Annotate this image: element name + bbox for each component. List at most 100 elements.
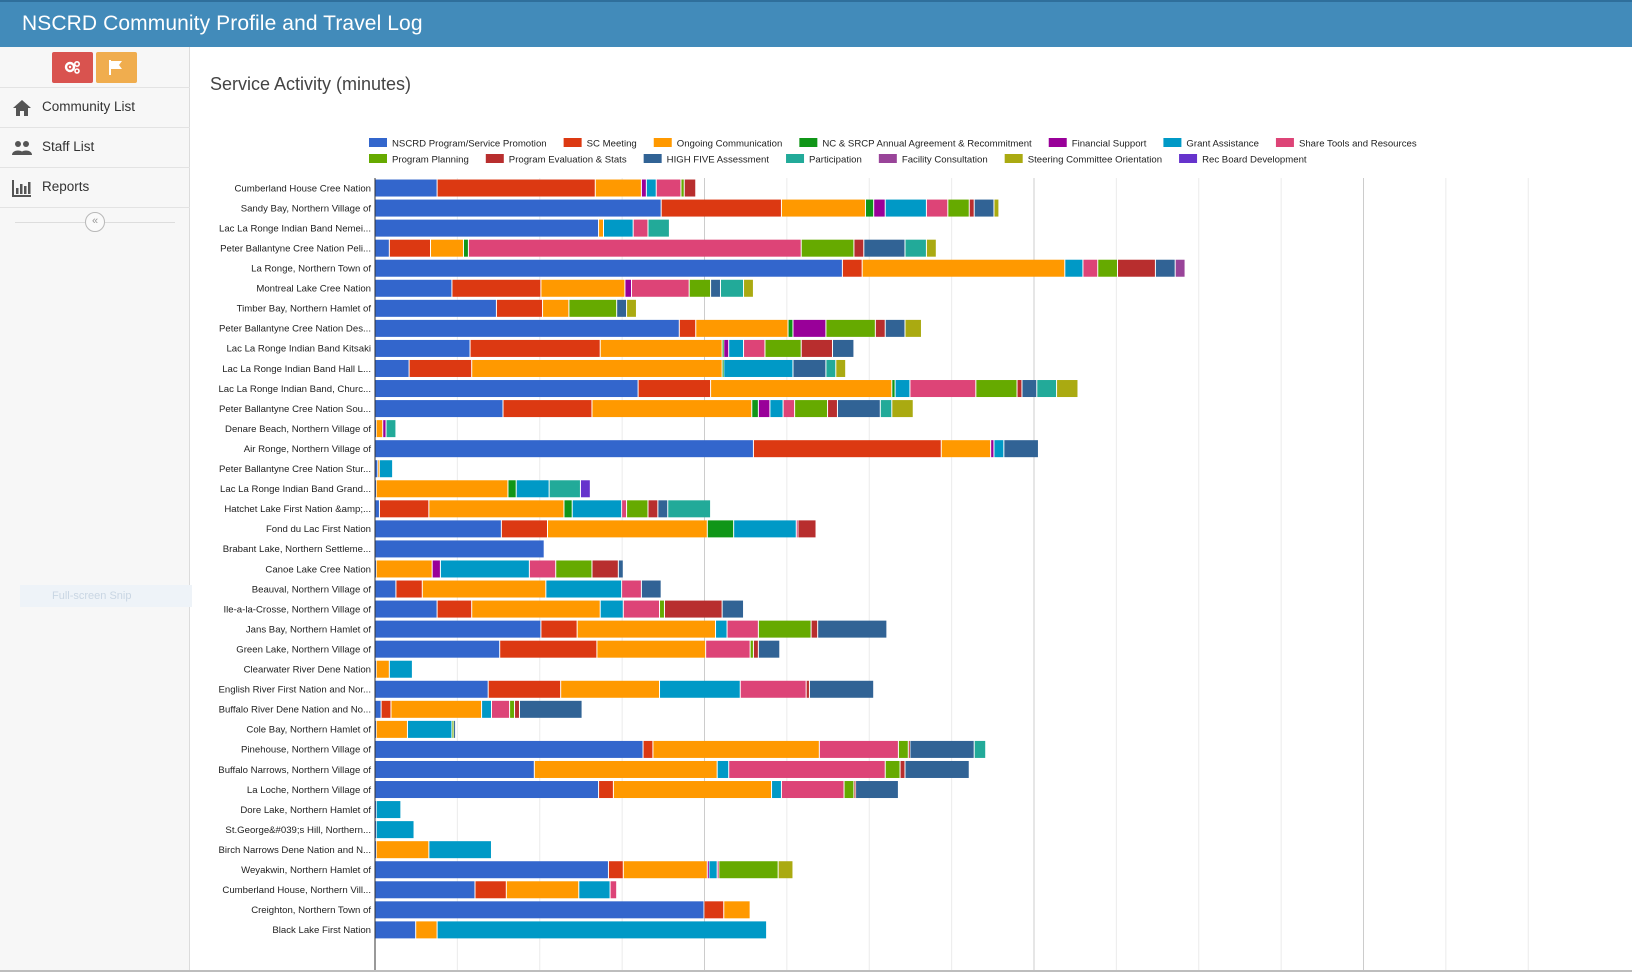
legend-item[interactable]: SC Meeting — [563, 138, 637, 150]
bar-segment[interactable] — [376, 821, 414, 839]
bar-segment[interactable] — [375, 359, 409, 377]
bar-segment[interactable] — [580, 480, 590, 498]
bar-segment[interactable] — [579, 881, 610, 899]
bar-segment[interactable] — [561, 680, 660, 698]
bar-segment[interactable] — [862, 259, 1065, 277]
bar-segment[interactable] — [376, 841, 429, 859]
bar-segment[interactable] — [375, 400, 503, 418]
bar-segment[interactable] — [416, 921, 437, 939]
bar-segment[interactable] — [778, 861, 793, 879]
bar-segment[interactable] — [788, 319, 793, 337]
bar-segment[interactable] — [826, 359, 836, 377]
bar-segment[interactable] — [625, 279, 632, 297]
bar-segment[interactable] — [375, 259, 842, 277]
bar-segment[interactable] — [885, 199, 926, 217]
bar-segment[interactable] — [856, 781, 898, 799]
bar-segment[interactable] — [482, 700, 491, 718]
bar-segment[interactable] — [664, 600, 722, 618]
bar-segment[interactable] — [472, 600, 600, 618]
bar-segment[interactable] — [758, 640, 780, 658]
bar-segment[interactable] — [375, 299, 496, 317]
bar-segment[interactable] — [842, 259, 862, 277]
legend-item[interactable]: Ongoing Communication — [653, 138, 783, 150]
bar-segment[interactable] — [716, 620, 727, 638]
bar-segment[interactable] — [660, 600, 664, 618]
bar-segment[interactable] — [994, 199, 999, 217]
bar-segment[interactable] — [496, 299, 543, 317]
bar-segment[interactable] — [429, 841, 491, 859]
bar-segment[interactable] — [844, 781, 854, 799]
bar-segment[interactable] — [991, 440, 994, 458]
bar-segment[interactable] — [437, 600, 472, 618]
bar-segment[interactable] — [375, 861, 608, 879]
bar-segment[interactable] — [375, 380, 638, 398]
bar-segment[interactable] — [1037, 380, 1057, 398]
bar-segment[interactable] — [941, 440, 991, 458]
legend-item[interactable]: Facility Consultation — [878, 154, 988, 166]
bar-segment[interactable] — [375, 901, 704, 919]
bar-segment[interactable] — [729, 339, 744, 357]
sidebar-collapse-button[interactable]: « — [85, 212, 105, 232]
bar-segment[interactable] — [432, 560, 440, 578]
bar-segment[interactable] — [375, 580, 396, 598]
bar-segment[interactable] — [440, 560, 529, 578]
bar-segment[interactable] — [717, 760, 729, 778]
bar-segment[interactable] — [828, 400, 837, 418]
bar-segment[interactable] — [648, 219, 669, 237]
bar-segment[interactable] — [681, 179, 684, 197]
bar-segment[interactable] — [391, 700, 482, 718]
bar-segment[interactable] — [895, 380, 910, 398]
bar-segment[interactable] — [1022, 380, 1037, 398]
sidebar-item-reports[interactable]: Reports — [0, 168, 190, 208]
bar-segment[interactable] — [383, 420, 386, 438]
bar-segment[interactable] — [564, 500, 572, 518]
bar-segment[interactable] — [534, 760, 717, 778]
bar-segment[interactable] — [646, 179, 656, 197]
bar-segment[interactable] — [376, 660, 389, 678]
bar-segment[interactable] — [454, 720, 456, 738]
bar-segment[interactable] — [758, 400, 770, 418]
bar-segment[interactable] — [543, 299, 569, 317]
bar-segment[interactable] — [974, 199, 994, 217]
bar-segment[interactable] — [452, 720, 454, 738]
bar-segment[interactable] — [577, 620, 716, 638]
bar-segment[interactable] — [643, 740, 653, 758]
bar-segment[interactable] — [389, 239, 431, 257]
bar-segment[interactable] — [422, 580, 546, 598]
bar-segment[interactable] — [660, 680, 740, 698]
bar-segment[interactable] — [381, 700, 391, 718]
bar-segment[interactable] — [819, 740, 898, 758]
bar-segment[interactable] — [720, 279, 744, 297]
bar-segment[interactable] — [592, 560, 618, 578]
bar-segment[interactable] — [908, 740, 910, 758]
bar-segment[interactable] — [885, 319, 905, 337]
bar-segment[interactable] — [375, 460, 378, 478]
bar-segment[interactable] — [375, 921, 416, 939]
bar-segment[interactable] — [623, 861, 707, 879]
bar-segment[interactable] — [379, 500, 429, 518]
bar-segment[interactable] — [684, 179, 696, 197]
bar-segment[interactable] — [375, 680, 488, 698]
bar-segment[interactable] — [653, 740, 819, 758]
bar-segment[interactable] — [641, 580, 661, 598]
bar-segment[interactable] — [905, 760, 969, 778]
bar-segment[interactable] — [898, 740, 908, 758]
bar-segment[interactable] — [724, 901, 750, 919]
bar-segment[interactable] — [753, 640, 758, 658]
bar-segment[interactable] — [854, 781, 856, 799]
bar-segment[interactable] — [491, 700, 510, 718]
bar-segment[interactable] — [1118, 259, 1155, 277]
bar-segment[interactable] — [976, 380, 1017, 398]
bar-segment[interactable] — [648, 500, 658, 518]
bar-segment[interactable] — [623, 600, 660, 618]
bar-segment[interactable] — [707, 861, 709, 879]
bar-segment[interactable] — [375, 179, 437, 197]
bar-segment[interactable] — [1057, 380, 1078, 398]
bar-segment[interactable] — [758, 620, 811, 638]
bar-segment[interactable] — [885, 760, 900, 778]
bar-segment[interactable] — [910, 380, 976, 398]
bar-segment[interactable] — [704, 901, 724, 919]
bar-segment[interactable] — [833, 339, 854, 357]
bar-segment[interactable] — [472, 359, 722, 377]
bar-segment[interactable] — [892, 400, 913, 418]
